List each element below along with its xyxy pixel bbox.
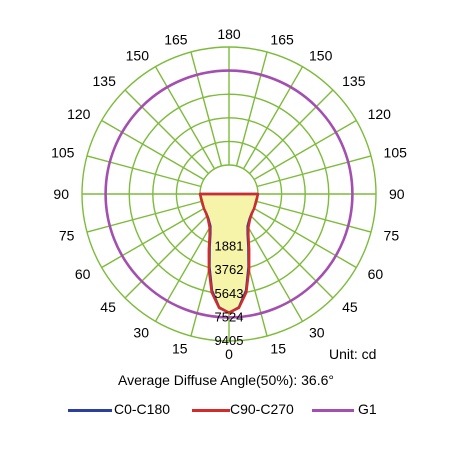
angle-label-left: 30: [133, 325, 149, 341]
grid-spoke: [253, 207, 357, 269]
grid-spoke: [101, 207, 205, 269]
grid-spoke: [190, 51, 223, 167]
series-fill: [200, 194, 258, 313]
grid-spoke: [124, 214, 209, 299]
series-c90-c270-line: [198, 192, 260, 314]
grid-spoke: [86, 155, 202, 188]
angle-label-left: 15: [172, 341, 188, 357]
grid-spoke: [253, 119, 357, 181]
ring-value-label: 3762: [215, 262, 244, 277]
angle-label-left: 120: [67, 106, 91, 122]
legend: C0-C180 C90-C270 G1: [0, 400, 452, 420]
grid-spoke: [154, 66, 216, 170]
grid-spoke: [101, 119, 205, 181]
grid-spoke: [235, 51, 268, 167]
angle-label-left: 105: [51, 145, 75, 161]
grid-spoke: [124, 89, 209, 174]
angle-label-left: 135: [93, 73, 117, 89]
angle-label-right: 120: [368, 106, 392, 122]
angle-label-left: 75: [59, 227, 75, 243]
angle-label-left: 90: [53, 186, 69, 202]
angle-label-right: 75: [384, 227, 400, 243]
grid-spoke: [256, 200, 372, 233]
legend-swatch-c0-c180: [68, 409, 112, 412]
legend-label-c0-c180: C0-C180: [114, 401, 171, 417]
grid-ring: [81, 46, 377, 342]
ring-value-label: 1881: [215, 239, 244, 254]
angle-label-left: 60: [75, 266, 91, 282]
grid-spoke: [154, 218, 216, 322]
legend-label-g1: G1: [358, 401, 377, 417]
angle-label-left: 165: [164, 31, 188, 47]
ring-value-label: 9405: [215, 333, 244, 348]
angle-label-right: 150: [309, 47, 333, 63]
legend-swatch-c90-c270: [192, 409, 230, 412]
unit-label: Unit: cd: [329, 346, 377, 362]
angle-label-right: 105: [384, 145, 408, 161]
ring-value-label: 7524: [215, 309, 244, 324]
grid-spoke: [242, 66, 304, 170]
series-g1-circle: [104, 69, 354, 319]
angle-label-left: 180: [217, 26, 241, 42]
diffuse-angle-text: Average Diffuse Angle(50%): 36.6°: [118, 372, 334, 388]
angle-label-left: 45: [100, 299, 116, 315]
grid-spoke: [249, 89, 334, 174]
grid-spoke: [86, 200, 202, 233]
angle-label-right: 60: [368, 266, 384, 282]
grid-spoke: [249, 214, 334, 299]
angle-label-left: 150: [126, 47, 150, 63]
ring-value-label: 5643: [215, 286, 244, 301]
legend-label-c90-c270: C90-C270: [230, 401, 294, 417]
angle-label-left: 0: [225, 346, 233, 362]
grid-spoke: [242, 218, 304, 322]
angle-label-right: 30: [309, 325, 325, 341]
angle-label-right: 45: [342, 299, 358, 315]
angle-label-right: 90: [389, 186, 405, 202]
angle-label-right: 165: [270, 31, 294, 47]
angle-label-right: 135: [342, 73, 366, 89]
grid-spoke: [256, 155, 372, 188]
angle-label-right: 15: [270, 341, 286, 357]
legend-swatch-g1: [312, 409, 354, 412]
